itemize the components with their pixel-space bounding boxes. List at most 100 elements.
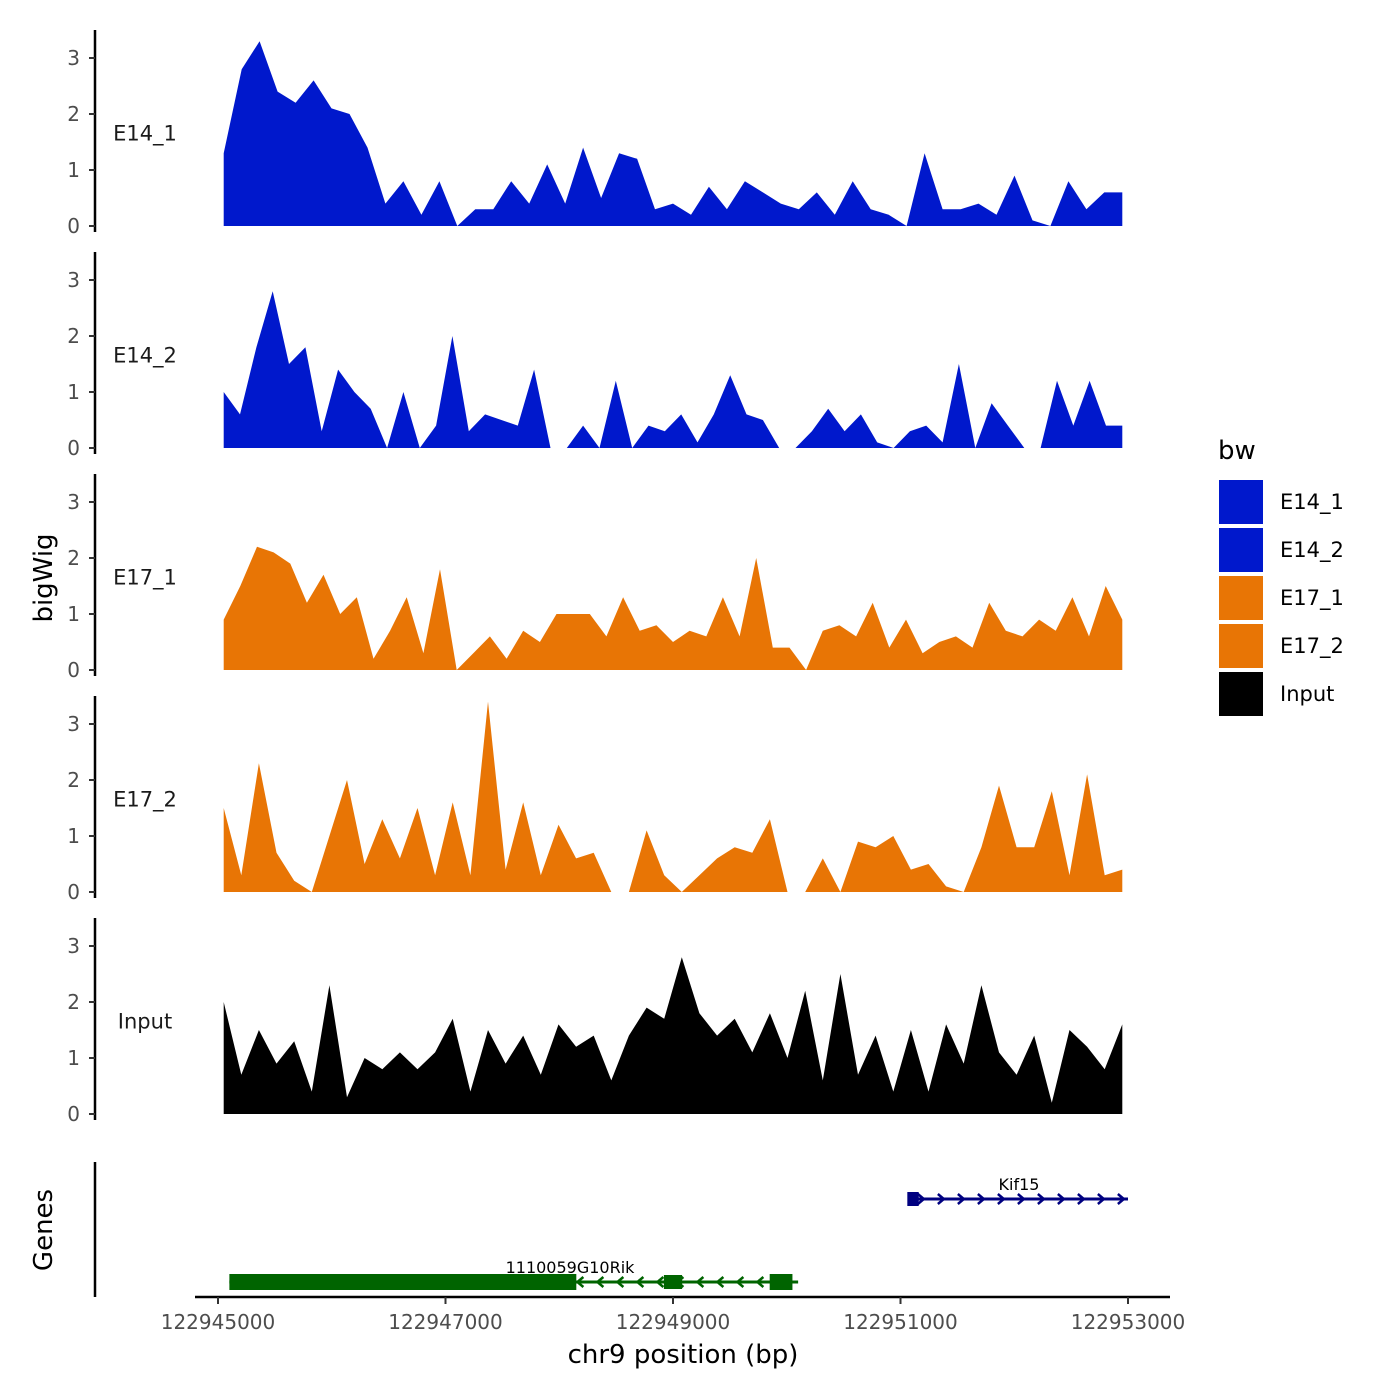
y-tick-label: 2 — [67, 324, 80, 348]
strand-arrow — [957, 1193, 966, 1205]
legend-entry-e17-1: E17_1 — [1219, 576, 1344, 620]
legend-swatch — [1219, 672, 1263, 716]
y-tick-label: 0 — [67, 214, 80, 238]
strand-arrow — [1057, 1193, 1066, 1205]
strand-arrow — [937, 1193, 946, 1205]
strand-arrow — [555, 1276, 565, 1288]
y-tick-label: 2 — [67, 768, 80, 792]
legend-label: E17_1 — [1280, 586, 1344, 611]
legend-swatch — [1219, 480, 1263, 524]
signal-area — [223, 701, 1123, 892]
legend-swatch — [1219, 624, 1263, 668]
track-label: E17_2 — [113, 788, 177, 813]
legend-entry-e14-2: E14_2 — [1219, 528, 1344, 572]
track-label: Input — [118, 1010, 172, 1034]
gene-kif15: Kif15 — [907, 1175, 1128, 1206]
y-tick-label: 2 — [67, 546, 80, 570]
strand-arrow — [1077, 1193, 1086, 1205]
strand-arrow — [1037, 1193, 1046, 1205]
strand-arrow — [415, 1276, 425, 1288]
strand-arrow — [255, 1276, 265, 1288]
strand-arrow — [275, 1276, 285, 1288]
y-tick-label: 3 — [67, 46, 80, 70]
strand-arrow — [355, 1276, 365, 1288]
y-tick-label: 0 — [67, 880, 80, 904]
track-label: E17_1 — [113, 566, 177, 591]
strand-arrow — [575, 1276, 585, 1288]
strand-arrow — [455, 1276, 465, 1288]
strand-arrow — [475, 1276, 485, 1288]
gene-exon — [229, 1274, 577, 1290]
strand-arrow — [1097, 1193, 1106, 1205]
strand-arrow — [755, 1276, 765, 1288]
strand-arrow — [395, 1276, 405, 1288]
strand-arrow — [1017, 1193, 1026, 1205]
y-tick-label: 1 — [67, 824, 80, 848]
x-axis-label: chr9 position (bp) — [568, 1340, 799, 1370]
strand-arrow — [515, 1276, 525, 1288]
legend-label: E14_1 — [1280, 490, 1344, 515]
strand-arrow — [235, 1276, 245, 1288]
gene-1110059g10rik: 1110059G10Rik — [229, 1258, 799, 1290]
strand-arrow — [695, 1276, 705, 1288]
track-panel-e14-2: 0 1 2 3 E14_2 — [67, 252, 1123, 460]
y-tick-label: 3 — [67, 934, 80, 958]
y-tick-label: 3 — [67, 268, 80, 292]
x-axis: 122945000 122947000 122949000 122951000 1229… — [161, 1295, 1186, 1334]
strand-arrow — [535, 1276, 545, 1288]
strand-arrow — [315, 1276, 325, 1288]
y-tick-label: 1 — [67, 380, 80, 404]
strand-arrow — [775, 1276, 785, 1288]
legend-label: E17_2 — [1280, 634, 1344, 659]
legend: bw E14_1 E14_2 E17_1 E17_2 Input — [1218, 436, 1344, 716]
y-tick-label: 2 — [67, 990, 80, 1014]
legend-label: Input — [1280, 682, 1334, 706]
legend-entry-e17-2: E17_2 — [1219, 624, 1344, 668]
y-tick-label: 1 — [67, 158, 80, 182]
tracks-layer: 0 1 2 3 E14_1 0 1 2 3 E14_2 0 1 2 3 E17_1 0 1 2 3 E17_2 0 1 2 3… — [67, 30, 1123, 1126]
strand-arrow — [997, 1193, 1006, 1205]
strand-arrow — [595, 1276, 605, 1288]
gene-exon — [907, 1192, 919, 1206]
strand-arrow — [977, 1193, 986, 1205]
legend-label: E14_2 — [1280, 538, 1344, 563]
strand-arrow — [675, 1276, 685, 1288]
track-panel-input: 0 1 2 3 Input — [67, 918, 1123, 1126]
track-panel-e17-2: 0 1 2 3 E17_2 — [67, 696, 1123, 904]
y-tick-label: 0 — [67, 1102, 80, 1126]
signal-area — [223, 41, 1123, 227]
y-tick-label: 1 — [67, 1046, 80, 1070]
x-tick-label: 122951000 — [843, 1310, 958, 1334]
strand-arrow — [917, 1193, 926, 1205]
signal-area — [223, 291, 1123, 448]
strand-arrow — [495, 1276, 505, 1288]
strand-arrow — [435, 1276, 445, 1288]
gene-label: 1110059G10Rik — [506, 1258, 636, 1277]
legend-entry-input: Input — [1219, 672, 1334, 716]
signal-area — [223, 546, 1123, 670]
gene-label: Kif15 — [999, 1175, 1040, 1194]
strand-arrow — [295, 1276, 305, 1288]
gene-exon — [663, 1275, 683, 1289]
x-tick-label: 122953000 — [1071, 1310, 1186, 1334]
y-tick-label: 0 — [67, 658, 80, 682]
x-tick-label: 122945000 — [161, 1310, 276, 1334]
legend-title: bw — [1218, 436, 1256, 466]
legend-swatch — [1219, 576, 1263, 620]
y-tick-label: 2 — [67, 102, 80, 126]
track-label: E14_1 — [113, 122, 177, 147]
track-label: E14_2 — [113, 344, 177, 369]
genes-layer: Kif15 1110059G10Rik — [93, 1162, 1128, 1297]
strand-arrow — [335, 1276, 345, 1288]
y-tick-label: 3 — [67, 712, 80, 736]
y-axis-label: bigWig — [29, 533, 59, 622]
strand-arrow — [655, 1276, 665, 1288]
track-panel-e17-1: 0 1 2 3 E17_1 — [67, 474, 1123, 682]
legend-entry-e14-1: E14_1 — [1219, 480, 1344, 524]
genes-axis-label: Genes — [29, 1189, 59, 1271]
track-panel-e14-1: 0 1 2 3 E14_1 — [67, 30, 1123, 238]
strand-arrow — [615, 1276, 625, 1288]
gene-exon — [769, 1274, 793, 1290]
